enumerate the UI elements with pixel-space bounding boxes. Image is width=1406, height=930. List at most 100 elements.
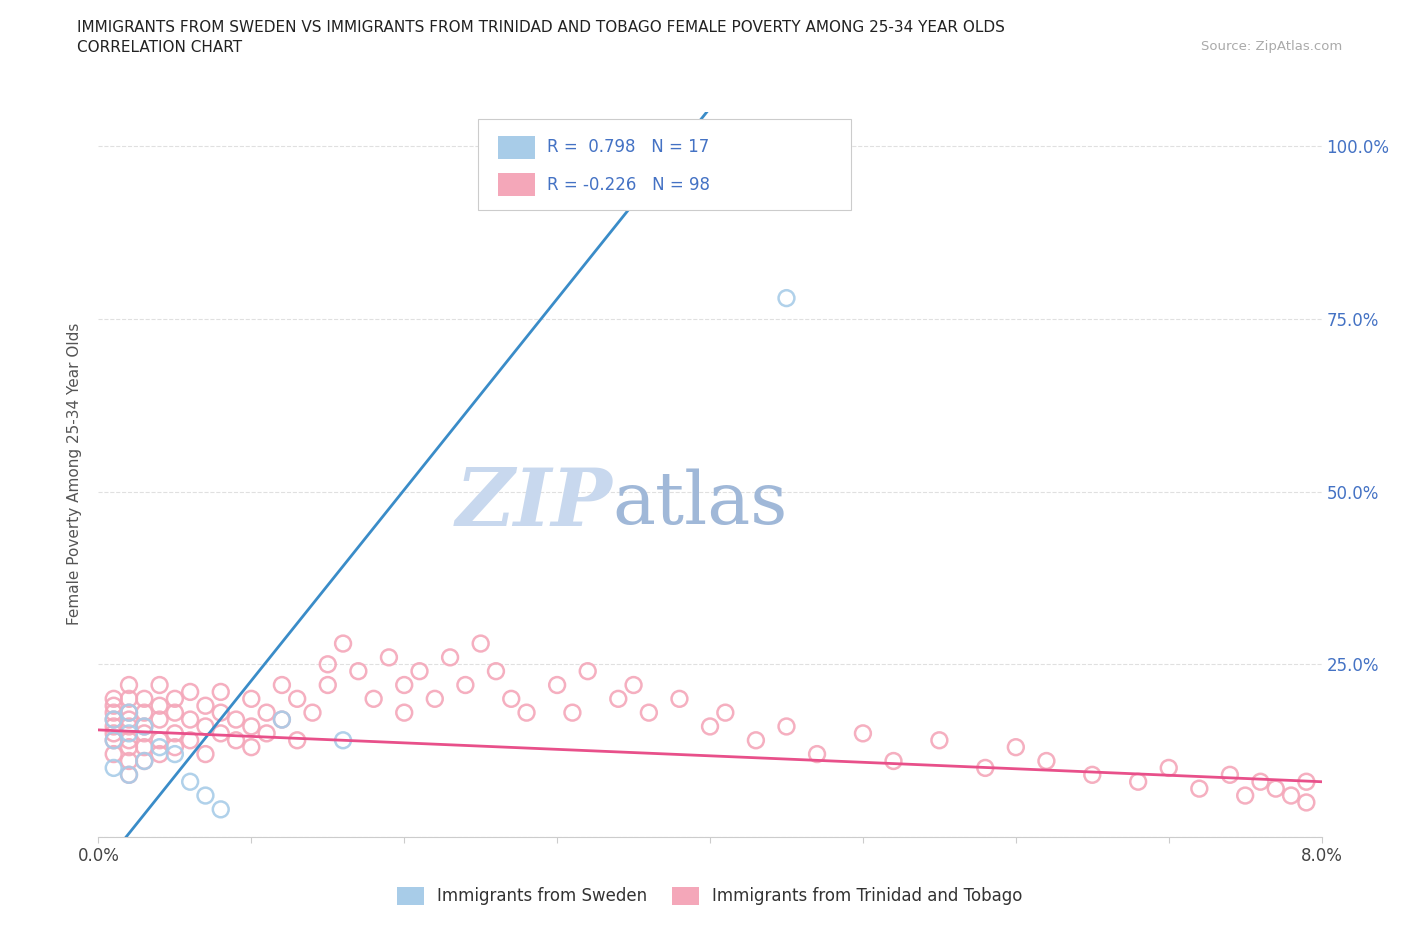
Point xyxy=(209,802,232,817)
Point xyxy=(316,657,339,671)
Point xyxy=(852,726,875,741)
Point xyxy=(134,719,156,734)
Text: R = -0.226   N = 98: R = -0.226 N = 98 xyxy=(547,176,710,193)
Point xyxy=(103,726,125,741)
Text: CORRELATION CHART: CORRELATION CHART xyxy=(77,40,242,55)
Point xyxy=(194,719,217,734)
Point xyxy=(485,664,508,679)
Point xyxy=(1128,775,1150,790)
Point xyxy=(134,739,156,754)
Point xyxy=(1249,775,1271,790)
Point xyxy=(699,719,721,734)
Legend: Immigrants from Sweden, Immigrants from Trinidad and Tobago: Immigrants from Sweden, Immigrants from … xyxy=(391,880,1029,912)
Point xyxy=(103,747,125,762)
Point xyxy=(332,636,354,651)
Point xyxy=(194,698,217,713)
Point xyxy=(149,733,172,748)
Point xyxy=(103,712,125,727)
Point xyxy=(1264,781,1286,796)
Point xyxy=(103,705,125,720)
Point xyxy=(149,747,172,762)
Point xyxy=(103,733,125,748)
Point xyxy=(134,753,156,768)
Point xyxy=(194,747,217,762)
Point xyxy=(637,705,661,720)
Point xyxy=(332,733,354,748)
Point xyxy=(392,678,416,693)
Point xyxy=(179,684,201,699)
Point xyxy=(240,691,263,706)
Bar xyxy=(498,136,536,159)
Point xyxy=(1081,767,1104,782)
Point xyxy=(163,739,186,754)
Point xyxy=(103,698,125,713)
Point xyxy=(576,664,599,679)
Point xyxy=(179,712,201,727)
Point xyxy=(347,664,370,679)
Point xyxy=(883,753,905,768)
Point xyxy=(209,684,232,699)
Point xyxy=(240,719,263,734)
Point xyxy=(775,719,797,734)
Point xyxy=(209,705,232,720)
Point xyxy=(668,691,690,706)
Point xyxy=(423,691,446,706)
Point xyxy=(1295,775,1317,790)
FancyBboxPatch shape xyxy=(478,119,851,209)
Point xyxy=(134,719,156,734)
Point xyxy=(134,691,156,706)
Point xyxy=(1188,781,1211,796)
Point xyxy=(974,761,997,776)
Point xyxy=(256,726,278,741)
Point xyxy=(118,705,141,720)
Point xyxy=(118,705,141,720)
Text: Source: ZipAtlas.com: Source: ZipAtlas.com xyxy=(1202,40,1343,53)
Point xyxy=(1157,761,1180,776)
Point xyxy=(134,726,156,741)
Point xyxy=(163,691,186,706)
Point xyxy=(118,753,141,768)
Point xyxy=(194,788,217,803)
Text: ZIP: ZIP xyxy=(456,465,612,542)
Point xyxy=(118,767,141,782)
Point xyxy=(149,739,172,754)
Point xyxy=(103,691,125,706)
Point xyxy=(103,719,125,734)
Point xyxy=(209,726,232,741)
Point xyxy=(134,753,156,768)
Point xyxy=(134,705,156,720)
Point xyxy=(806,747,828,762)
Point xyxy=(714,705,737,720)
Point xyxy=(623,678,645,693)
Bar xyxy=(498,173,536,196)
Point xyxy=(1295,795,1317,810)
Point xyxy=(270,712,294,727)
Point xyxy=(163,705,186,720)
Point xyxy=(103,761,125,776)
Y-axis label: Female Poverty Among 25-34 Year Olds: Female Poverty Among 25-34 Year Olds xyxy=(67,323,83,626)
Point xyxy=(118,712,141,727)
Point xyxy=(439,650,461,665)
Point xyxy=(118,678,141,693)
Point xyxy=(516,705,538,720)
Point xyxy=(103,712,125,727)
Point xyxy=(454,678,477,693)
Point xyxy=(103,733,125,748)
Point xyxy=(392,705,416,720)
Point xyxy=(149,678,172,693)
Point xyxy=(118,726,141,741)
Point xyxy=(179,775,201,790)
Text: R =  0.798   N = 17: R = 0.798 N = 17 xyxy=(547,139,710,156)
Point xyxy=(285,733,308,748)
Text: atlas: atlas xyxy=(612,468,787,538)
Point xyxy=(1234,788,1257,803)
Text: IMMIGRANTS FROM SWEDEN VS IMMIGRANTS FROM TRINIDAD AND TOBAGO FEMALE POVERTY AMO: IMMIGRANTS FROM SWEDEN VS IMMIGRANTS FRO… xyxy=(77,20,1005,35)
Point xyxy=(378,650,401,665)
Point xyxy=(316,678,339,693)
Point xyxy=(118,739,141,754)
Point xyxy=(1219,767,1241,782)
Point xyxy=(607,691,630,706)
Point xyxy=(623,139,645,153)
Point xyxy=(1279,788,1302,803)
Point xyxy=(363,691,385,706)
